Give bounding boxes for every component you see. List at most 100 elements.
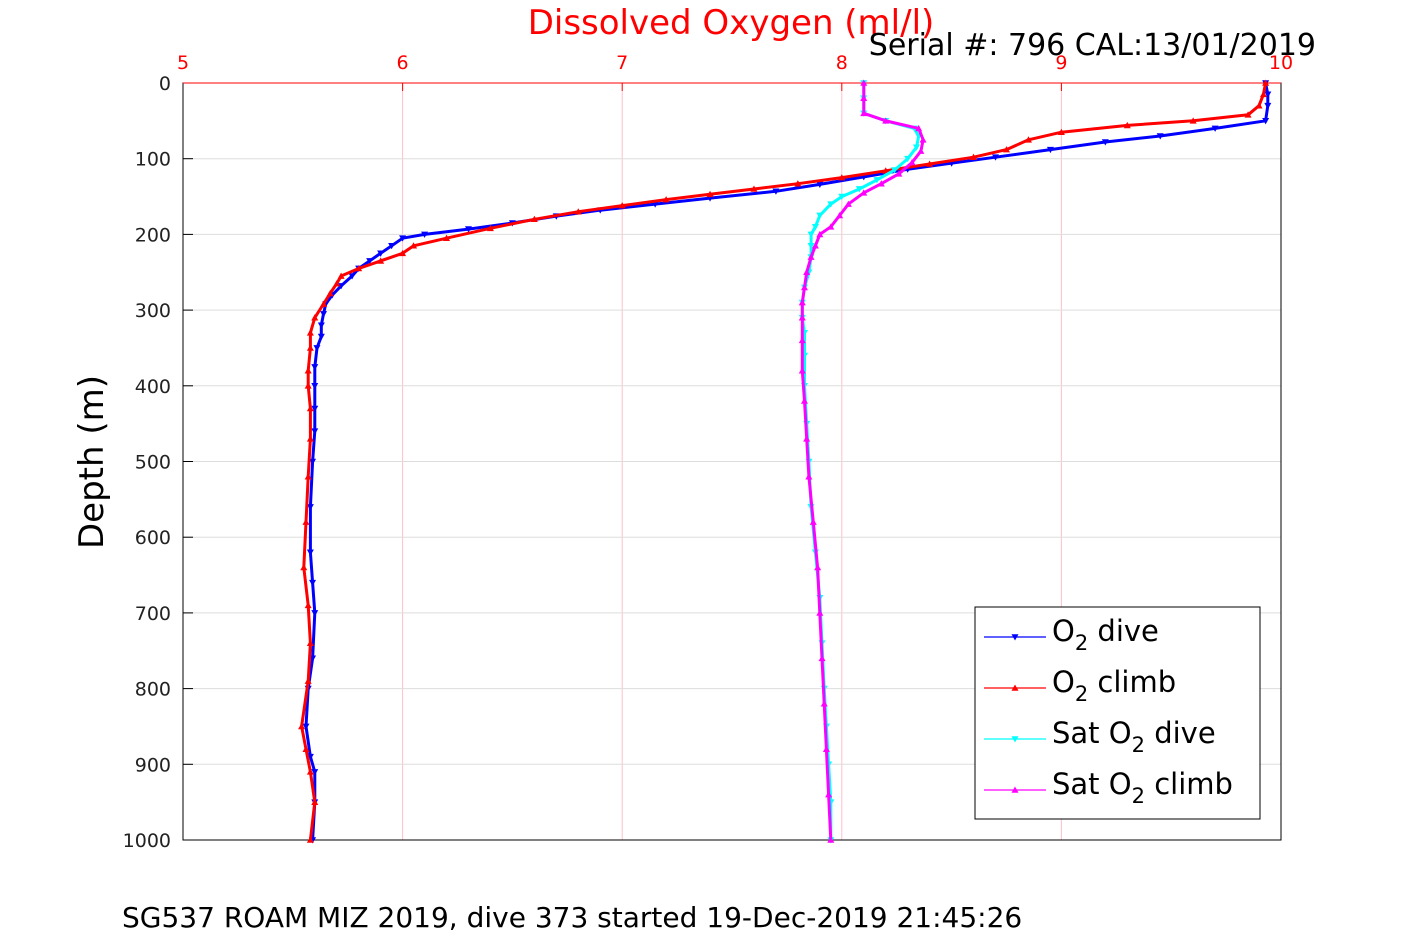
data-point — [1259, 90, 1267, 98]
data-point — [798, 299, 806, 306]
data-point — [811, 224, 819, 231]
data-point — [421, 231, 429, 238]
data-point — [651, 201, 659, 208]
legend-label-subscript: 2 — [1132, 784, 1145, 808]
data-point — [1255, 102, 1263, 109]
chart-title: Dissolved Oxygen (ml/l) — [528, 3, 935, 43]
y-tick-label: 0 — [159, 73, 171, 95]
data-point — [311, 383, 319, 390]
data-point — [306, 549, 314, 556]
data-point — [302, 723, 310, 730]
data-point — [816, 212, 824, 219]
data-point — [309, 579, 317, 587]
data-point — [337, 272, 345, 279]
data-point — [750, 185, 758, 192]
data-point — [1156, 133, 1164, 140]
data-point — [992, 154, 1000, 161]
legend-marker — [1011, 684, 1019, 691]
legend-label-rest: climb — [1088, 665, 1176, 699]
data-point — [326, 289, 334, 297]
data-point — [304, 601, 312, 609]
x-tick-label: 8 — [836, 52, 848, 74]
data-point — [882, 117, 890, 124]
legend-label-rest: climb — [1145, 767, 1233, 801]
legend-label-main: O — [1052, 665, 1075, 699]
series-line — [800, 83, 925, 841]
data-point — [926, 160, 934, 167]
y-tick-label: 800 — [135, 679, 171, 701]
data-point — [298, 722, 306, 730]
data-point — [306, 836, 314, 843]
data-point — [306, 504, 314, 511]
legend-box — [974, 606, 1261, 820]
y-tick-label: 600 — [135, 527, 171, 549]
series-3 — [798, 79, 927, 843]
legend-marker — [1011, 786, 1019, 793]
data-point — [574, 208, 582, 215]
data-point — [300, 563, 308, 571]
data-point — [807, 242, 815, 250]
x-tick-label: 10 — [1269, 52, 1293, 74]
data-point — [304, 382, 312, 389]
data-point — [882, 167, 890, 174]
data-point — [311, 610, 319, 617]
data-point — [306, 435, 314, 442]
data-point — [827, 201, 835, 208]
legend-label-main: Sat O — [1052, 767, 1132, 801]
data-point — [311, 769, 319, 776]
data-point — [306, 768, 314, 775]
y-tick-label: 400 — [135, 376, 171, 398]
data-point — [486, 224, 494, 232]
x-tick-label: 7 — [616, 52, 628, 74]
series-1 — [298, 79, 1270, 843]
data-point — [838, 174, 846, 181]
data-point — [304, 473, 312, 480]
data-point — [800, 397, 808, 404]
y-tick-label: 300 — [135, 300, 171, 322]
data-point — [464, 226, 472, 233]
legend-label: O2 climb — [1052, 665, 1176, 706]
data-point — [798, 336, 806, 344]
data-point — [399, 249, 407, 257]
data-point — [306, 639, 314, 646]
data-point — [891, 167, 899, 174]
data-point — [320, 311, 328, 318]
data-point — [1003, 146, 1010, 153]
data-point — [798, 367, 806, 374]
data-point — [1123, 121, 1131, 129]
data-point — [807, 253, 815, 260]
data-point — [855, 186, 863, 193]
data-point — [1101, 139, 1109, 146]
data-point — [410, 242, 418, 249]
y-tick-label: 700 — [135, 603, 171, 625]
data-point — [919, 136, 927, 143]
x-tick-label: 5 — [177, 52, 189, 74]
series-line — [304, 82, 1270, 841]
legend-label-main: Sat O — [1052, 716, 1132, 750]
data-point — [662, 196, 670, 203]
data-point — [908, 158, 916, 166]
y-tick-label: 500 — [135, 452, 171, 474]
legend-label-subscript: 2 — [1132, 733, 1145, 757]
data-point — [912, 144, 920, 151]
data-point — [873, 177, 881, 184]
data-point — [860, 94, 868, 101]
data-point — [915, 124, 923, 132]
data-point — [827, 223, 835, 230]
legend-label-subscript: 2 — [1075, 631, 1088, 655]
data-point — [306, 405, 314, 412]
legend-label-rest: dive — [1145, 716, 1216, 750]
data-point — [816, 230, 824, 238]
legend-marker — [1011, 634, 1019, 641]
data-point — [320, 300, 328, 307]
data-point — [825, 791, 833, 798]
data-point — [816, 609, 824, 616]
data-point — [1262, 118, 1270, 125]
data-point — [844, 200, 852, 207]
data-point — [618, 202, 626, 209]
data-point — [818, 654, 826, 662]
data-point — [302, 518, 310, 525]
